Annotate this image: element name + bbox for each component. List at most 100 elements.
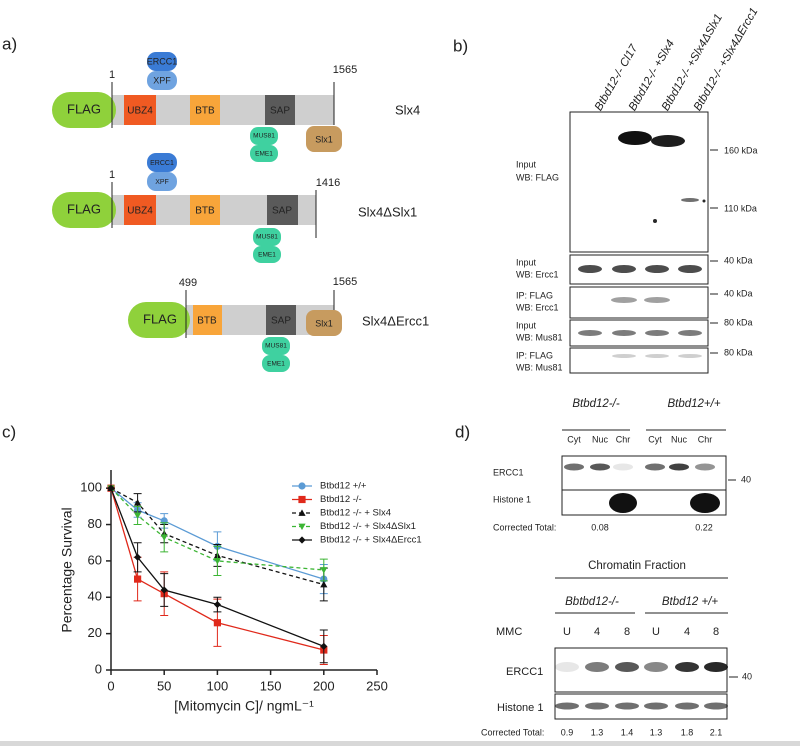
marker: [298, 509, 306, 516]
row-label: WB: Ercc1: [516, 269, 559, 279]
marker: [320, 567, 328, 574]
flag-tag: [52, 92, 116, 128]
lane-label: 4: [684, 626, 690, 638]
partner: [147, 153, 177, 172]
lane-label: Chr: [616, 434, 631, 444]
marker: [298, 536, 306, 544]
band: [681, 198, 699, 202]
lane-label: 8: [713, 626, 719, 638]
quant-value: 0.08: [591, 522, 609, 532]
lane-label: U: [563, 626, 571, 638]
quant-label: Corrected Total:: [481, 727, 544, 737]
band: [669, 463, 689, 471]
partner-label: Slx1: [315, 134, 333, 144]
band: [612, 265, 636, 273]
marker: [134, 575, 142, 583]
row-label: WB: FLAG: [516, 172, 559, 182]
quant-value: 1.3: [650, 727, 663, 737]
marker: [134, 512, 142, 520]
lane-label: Nuc: [671, 434, 688, 444]
marker: [320, 642, 328, 650]
size-marker: 160 kDa: [724, 145, 758, 155]
band: [612, 354, 636, 358]
marker: [134, 499, 142, 506]
chromatin-blot: Chromatin Fraction Bbtbd12-/- Btbd12 +/+…: [481, 463, 752, 737]
domain-label: BTB: [195, 106, 215, 117]
lane-label: Cyt: [648, 434, 662, 444]
y-tick-label: 40: [88, 589, 102, 604]
marker: [298, 495, 306, 504]
western-blot: Btbd12-/- Cl17 Btbd12-/- +Slx4 Btbd12-/-…: [516, 6, 761, 374]
row-label: Input: [516, 320, 537, 330]
partner: [147, 71, 177, 90]
legend-label: Btbd12 -/- + Slx4ΔErcc1: [320, 535, 422, 546]
partner-label: EME1: [267, 361, 285, 368]
legend-label: Btbd12 -/- + Slx4ΔSlx1: [320, 521, 416, 532]
band: [645, 354, 669, 358]
residue-label: 1416: [316, 177, 340, 189]
row-label: Histone 1: [493, 494, 531, 504]
partner: [262, 355, 290, 372]
partner: [306, 310, 342, 336]
band: [645, 330, 669, 336]
size-marker: 40 kDa: [724, 288, 753, 298]
construct-name: Slx4ΔErcc1: [362, 313, 429, 328]
band: [644, 297, 670, 303]
domain-label: SAP: [271, 316, 291, 327]
residue-label: 1: [109, 69, 115, 81]
band: [585, 702, 609, 710]
band: [564, 463, 584, 471]
residue-label: 499: [179, 277, 197, 289]
quant-value: 0.22: [695, 522, 713, 532]
y-tick-label: 60: [88, 552, 102, 567]
band: [678, 354, 702, 358]
partner-label: ERCC1: [147, 56, 178, 66]
x-axis-label: [Mitomycin C]/ ngmL⁻¹: [174, 698, 314, 714]
residue-label: 1: [109, 169, 115, 181]
band: [675, 662, 699, 672]
domain-label: FLAG: [67, 101, 101, 116]
row-label: WB: Ercc1: [516, 302, 559, 312]
quant-value: 1.4: [621, 727, 634, 737]
domain: [190, 195, 220, 225]
marker: [107, 484, 115, 492]
construct: FLAG 1 1565 UBZ4 BTB SAP Slx1 ERCC1 XPF …: [52, 52, 420, 162]
lane-label: Chr: [698, 434, 713, 444]
domain-label: UBZ4: [127, 206, 153, 217]
quant-value: 1.3: [591, 727, 604, 737]
partner-label: ERCC1: [150, 160, 174, 167]
construct: FLAG 499 1565 BTB SAP Slx1 MUS81 EME1 Sl…: [128, 276, 429, 372]
partner-label: MUS81: [256, 234, 278, 241]
partner-label: EME1: [255, 151, 273, 158]
domain: [267, 195, 298, 225]
chart: [Mitomycin C]/ ngmL⁻¹ Percentage Surviva…: [59, 470, 422, 714]
quant-value: 2.1: [710, 727, 723, 737]
marker: [160, 586, 168, 594]
x-tick-label: 0: [107, 678, 114, 693]
panel-label: c): [2, 422, 16, 441]
y-tick-label: 80: [88, 516, 102, 531]
band: [590, 463, 610, 471]
blot-title: Chromatin Fraction: [588, 560, 686, 572]
construct-name: Slx4: [395, 102, 420, 117]
domain: [265, 95, 295, 125]
flag-tag: [128, 302, 190, 338]
y-axis-label: Percentage Survival: [59, 507, 75, 632]
domain: [266, 305, 296, 335]
row-label: ERCC1: [493, 467, 524, 477]
blot: [561, 455, 727, 491]
residue-label: 1565: [333, 276, 357, 288]
blot: [569, 286, 709, 319]
construct: FLAG 1 1416 UBZ4 BTB SAP ERCC1 XPF MUS81…: [52, 153, 417, 263]
quant-value: 0.9: [561, 727, 574, 737]
lane-label: Btbd12-/- +Slx4ΔErcc1: [692, 6, 761, 113]
band: [612, 330, 636, 336]
y-tick-label: 100: [80, 480, 102, 495]
panel-label: a): [2, 34, 17, 53]
group-label: Btbd12-/-: [572, 398, 619, 410]
band: [678, 330, 702, 336]
blot: [569, 347, 709, 374]
band: [611, 297, 637, 303]
bands: [578, 131, 706, 358]
